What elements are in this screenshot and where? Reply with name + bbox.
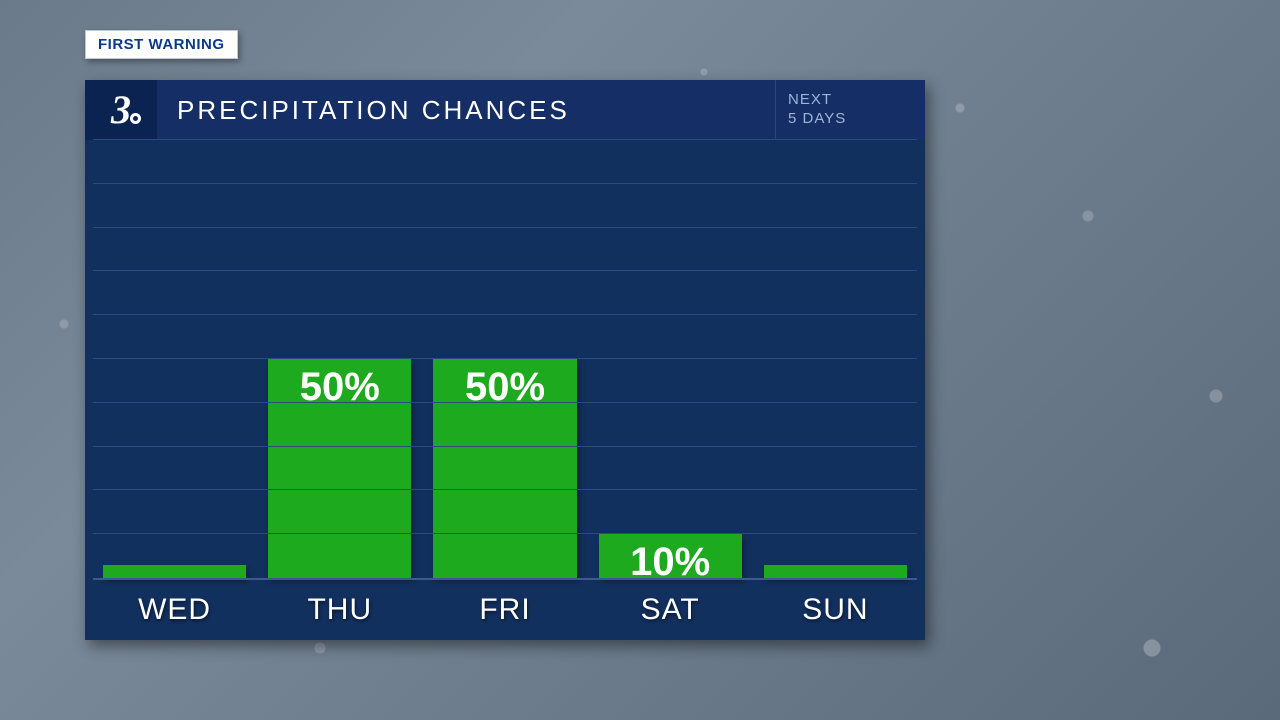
x-axis-label: SUN [764, 580, 907, 640]
chart-area: 50% 50% 10% WED THU FRI SAT SUN [85, 140, 925, 640]
gridline [93, 533, 917, 534]
precip-bar [764, 565, 907, 578]
precip-bar: 10% [599, 534, 742, 578]
chart-plot: 50% 50% 10% [93, 140, 917, 578]
bar-slot: 10% [599, 140, 742, 578]
chart-x-axis: WED THU FRI SAT SUN [93, 578, 917, 640]
precip-bar: 50% [433, 359, 576, 578]
gridline [93, 489, 917, 490]
forecast-panel: 3 PRECIPITATION CHANCES NEXT 5 DAYS 50%5… [85, 80, 925, 640]
gridline [93, 183, 917, 184]
x-axis-label: WED [103, 580, 246, 640]
gridline [93, 358, 917, 359]
station-logo: 3 [85, 80, 157, 140]
logo-eye-icon [130, 113, 141, 124]
bar-value-label: 50% [465, 365, 545, 410]
bar-value-label: 50% [300, 365, 380, 410]
panel-header: 3 PRECIPITATION CHANCES NEXT 5 DAYS [85, 80, 925, 140]
gridline [93, 314, 917, 315]
x-axis-label: FRI [433, 580, 576, 640]
gridline [93, 446, 917, 447]
panel-subtitle: NEXT 5 DAYS [775, 80, 925, 140]
precip-bar [103, 565, 246, 578]
bar-slot [103, 140, 246, 578]
bar-slot: 50% [268, 140, 411, 578]
badge-text: FIRST WARNING [98, 36, 225, 53]
logo-glyph: 3 [111, 90, 131, 130]
gridline [93, 402, 917, 403]
gridline [93, 270, 917, 271]
first-warning-badge: FIRST WARNING [85, 30, 238, 59]
bar-slot: 50% [433, 140, 576, 578]
panel-title: PRECIPITATION CHANCES [157, 80, 775, 140]
subtitle-line2: 5 DAYS [788, 110, 925, 129]
x-axis-label: THU [268, 580, 411, 640]
gridline [93, 139, 917, 140]
subtitle-line1: NEXT [788, 91, 925, 110]
chart-bars: 50% 50% 10% [93, 140, 917, 578]
gridline [93, 227, 917, 228]
bar-slot [764, 140, 907, 578]
x-axis-label: SAT [599, 580, 742, 640]
precip-bar: 50% [268, 359, 411, 578]
